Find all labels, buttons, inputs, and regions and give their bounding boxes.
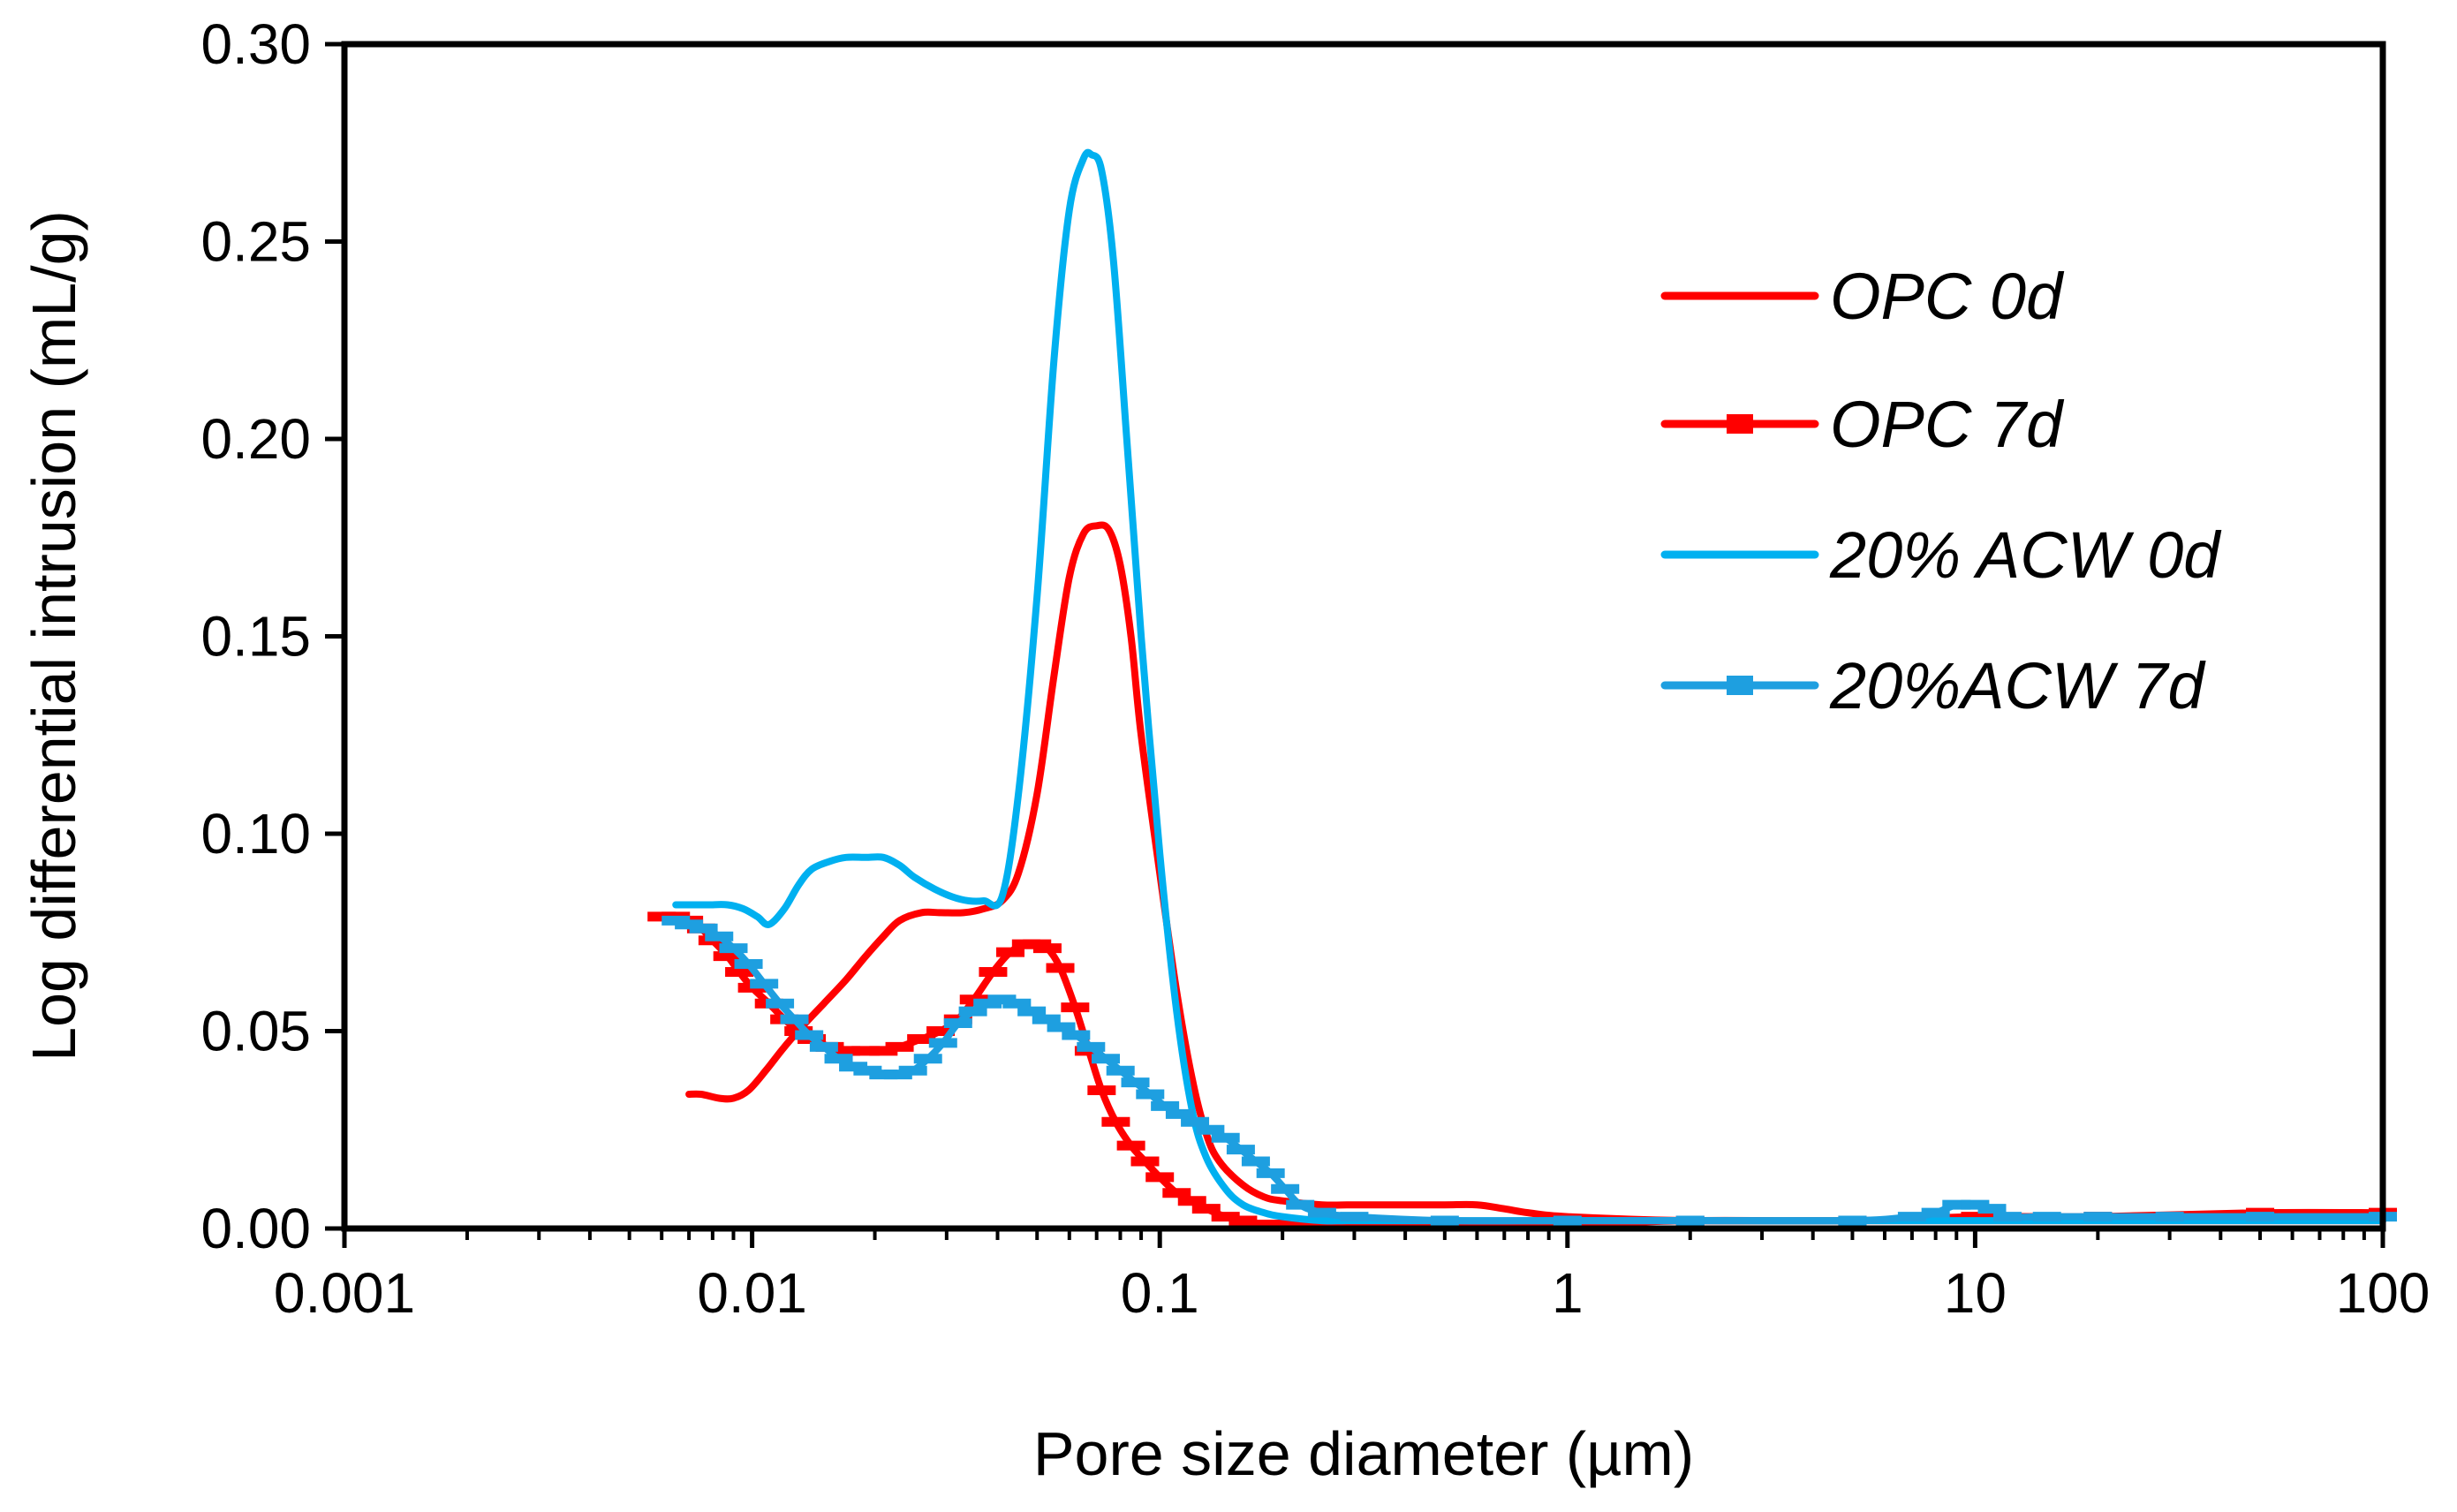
y-axis-title: Log differential intrusion (mL/g): [19, 210, 88, 1062]
x-axis-title: Pore size diameter (µm): [1033, 1419, 1694, 1488]
series-layer: [647, 148, 2397, 1230]
x-tick-label: 0.001: [274, 1261, 415, 1325]
legend: OPC 0d OPC 7d 20% ACW 0d 20%ACW 7d: [1660, 260, 2222, 722]
y-tick-label: 0.20: [200, 407, 311, 471]
legend-item: 20%ACW 7d: [1660, 649, 2206, 722]
x-tick-label: 1: [1552, 1261, 1584, 1325]
legend-item: OPC 0d: [1660, 260, 2065, 333]
y-tick-label: 0.25: [200, 210, 311, 274]
y-tick-label: 0.15: [200, 605, 311, 669]
y-tick-label: 0.05: [200, 1000, 311, 1063]
y-tick-label: 0.10: [200, 802, 311, 866]
legend-label: OPC 0d: [1830, 260, 2065, 333]
y-tick-label: 0.30: [200, 12, 311, 76]
axes-layer: 0.00 0.05 0.10 0.15 0.20 0.25 0.30 0.001 0.01 0.1…: [200, 12, 2430, 1325]
x-tick-label: 0.1: [1121, 1261, 1199, 1325]
x-tick-label: 0.01: [697, 1261, 807, 1325]
x-tick-label: 100: [2336, 1261, 2431, 1325]
plot-frame: [341, 41, 2386, 1232]
x-tick-label: 10: [1944, 1261, 2007, 1325]
legend-item: OPC 7d: [1660, 388, 2065, 461]
legend-label: 20%ACW 7d: [1829, 649, 2206, 722]
y-tick-label: 0.00: [200, 1197, 311, 1260]
legend-label: 20% ACW 0d: [1829, 518, 2222, 592]
legend-label: OPC 7d: [1830, 388, 2065, 461]
series-20-acw-7d: [662, 915, 2397, 1226]
legend-item: 20% ACW 0d: [1660, 518, 2222, 592]
